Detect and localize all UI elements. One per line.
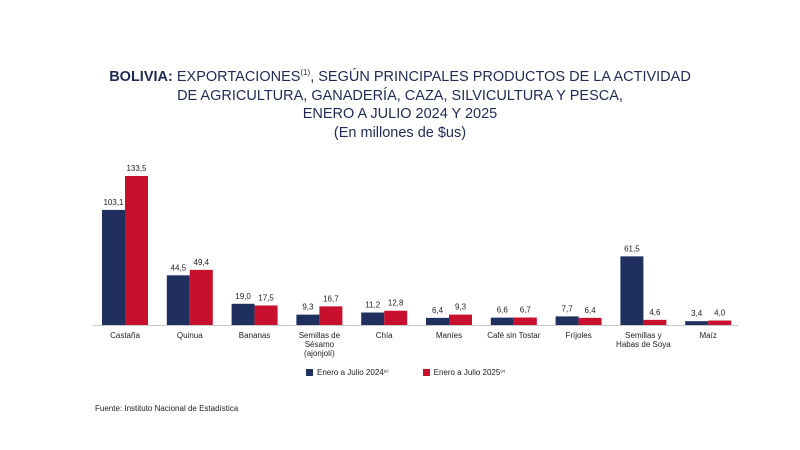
data-label-2024: 7,7 [562,304,574,313]
bar-2025 [384,310,408,325]
data-label-2025: 133,5 [126,164,147,173]
bar-2025 [254,305,278,325]
category-label: Maíz [700,331,717,340]
bar-2025 [513,317,537,325]
data-label-2024: 19,0 [235,292,251,301]
data-label-2025: 49,4 [194,258,210,267]
chart-legend: Enero a Julio 2024(p) Enero a Julio 2025… [306,368,505,377]
data-label-2025: 9,3 [455,303,467,312]
title-line-2: DE AGRICULTURA, GANADERÍA, CAZA, SILVICU… [177,87,623,104]
bar-2024 [426,317,449,325]
bar-2025 [319,306,343,325]
legend-label-2024: Enero a Julio 2024(p) [317,368,389,377]
bar-2024 [296,314,320,325]
source-note: Fuente: Instituto Nacional de Estadístic… [95,404,239,413]
category-label: Quinua [177,331,203,340]
bar-2025 [189,269,213,325]
bar-2025 [449,314,472,325]
data-label-2025: 4,0 [714,309,726,318]
category-label: Semillas y [625,331,661,340]
bar-2024 [490,317,514,325]
title-note-marker: (1) [300,68,311,77]
data-label-2025: 12,8 [388,299,404,308]
legend-item-2024: Enero a Julio 2024(p) [306,368,389,377]
bar-2025 [125,176,148,325]
category-label: Bananas [239,331,271,340]
bar-2024 [685,321,709,325]
category-label: Café sin Tostar [487,331,541,340]
bar-2025 [643,319,667,325]
category-label: (ajonjolí) [304,349,335,358]
data-label-2024: 61,5 [624,244,640,253]
data-label-2024: 103,1 [103,198,124,207]
bar-2024 [231,303,255,325]
category-label: Sésamo [305,340,335,349]
category-label: Maníes [436,331,462,340]
category-label: Castaña [110,331,140,340]
bar-2024 [361,312,385,325]
data-label-2025: 17,5 [258,293,274,302]
data-label-2025: 4,6 [649,308,661,317]
data-label-2024: 9,3 [302,303,314,312]
data-label-2024: 11,2 [365,300,381,309]
bar-2024 [555,316,579,325]
chart-title: BOLIVIA: EXPORTACIONES(1), SEGÚN PRINCIP… [0,64,800,142]
data-label-2024: 44,5 [171,263,187,272]
category-label: Semillas de [299,331,341,340]
data-label-2024: 6,4 [432,306,444,315]
data-label-2025: 16,7 [323,294,339,303]
data-label-2024: 3,4 [691,309,703,318]
title-line-1: BOLIVIA: EXPORTACIONES(1), SEGÚN PRINCIP… [0,64,800,87]
title-country: BOLIVIA: [109,69,173,85]
data-label-2025: 6,4 [585,306,597,315]
bar-2024 [166,275,190,325]
legend-item-2025: Enero a Julio 2025(p) [422,368,506,377]
bar-2024 [102,209,125,325]
data-label-2025: 6,7 [520,306,532,315]
title-line-1-pre: EXPORTACIONES [176,69,301,85]
category-label: Habas de Soya [616,340,671,349]
bar-2025 [708,320,732,325]
title-line-3: ENERO A JULIO 2024 Y 2025 [302,106,498,122]
bar-2025 [578,317,602,325]
legend-label-2025: Enero a Julio 2025(p) [433,368,506,377]
bar-2024 [620,256,644,325]
category-label: Fríjoles [565,331,591,340]
title-line-1-post: , SEGÚN PRINCIPALES PRODUCTOS DE LA ACTI… [310,69,691,85]
title-subtitle: (En millones de $us) [333,124,467,141]
legend-swatch-2024 [306,369,313,376]
data-label-2024: 6,6 [497,306,509,315]
legend-swatch-2025 [422,369,430,376]
category-label: Chía [376,331,393,340]
